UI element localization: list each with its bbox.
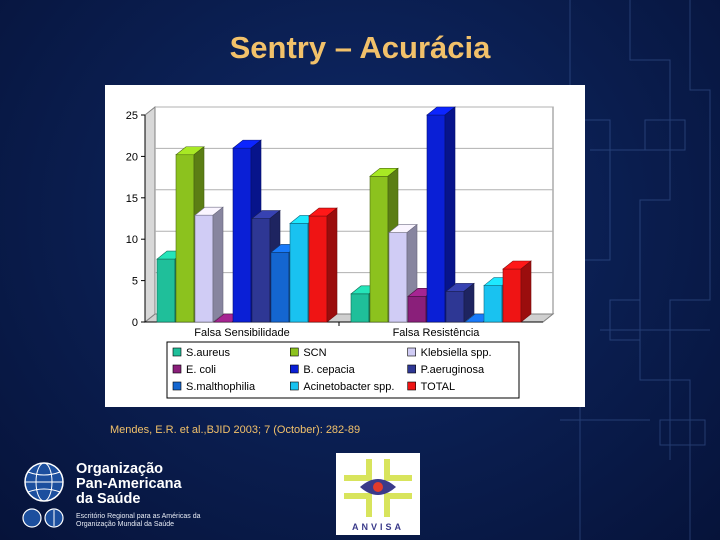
y-tick-label: 10 xyxy=(126,234,138,246)
opas-subtitle: Escritório Regional para as Américas da … xyxy=(76,513,201,528)
bar xyxy=(445,291,465,323)
opas-text: Organização Pan-Americana da Saúde Escri… xyxy=(76,462,201,529)
slide-title: Sentry – Acurácia xyxy=(229,30,491,65)
opas-logo: Organização Pan-Americana da Saúde Escri… xyxy=(22,460,212,530)
legend-label: P.aeruginosa xyxy=(421,364,485,376)
y-tick-label: 0 xyxy=(132,317,138,329)
legend-label: B. cepacia xyxy=(303,364,355,376)
y-tick-label: 25 xyxy=(126,110,138,122)
x-tick-label: Falsa Resistência xyxy=(393,327,481,339)
globe-icon xyxy=(22,462,64,528)
legend-swatch xyxy=(407,347,416,357)
bar-side xyxy=(326,207,338,323)
citation: Mendes, E.R. et al.,BJID 2003; 7 (Octobe… xyxy=(110,424,361,436)
bar xyxy=(483,285,503,323)
legend-swatch xyxy=(407,364,416,374)
plot-left-wall xyxy=(144,105,156,324)
legend-label: E. coli xyxy=(186,364,216,376)
y-tick-label: 20 xyxy=(126,151,138,163)
bar xyxy=(289,223,309,323)
bar xyxy=(407,296,427,323)
bar xyxy=(426,114,446,323)
legend-label: TOTAL xyxy=(421,381,455,393)
x-tick-label: Falsa Sensibilidade xyxy=(194,327,289,339)
y-tick-label: 5 xyxy=(132,276,138,288)
legend-label: S.malthophilia xyxy=(186,381,256,393)
legend-swatch xyxy=(172,347,182,357)
legend-label: Klebsiella spp. xyxy=(421,347,492,359)
legend-label: Acinetobacter spp. xyxy=(303,381,394,393)
legend-box xyxy=(166,341,520,399)
bar xyxy=(369,175,389,323)
bar xyxy=(232,147,252,323)
bar-side xyxy=(520,260,532,323)
chart-panel: 0 5 10 15 20 25 Falsa Sensibilidade Falsa Resis… xyxy=(105,85,585,407)
bar xyxy=(308,215,328,323)
opas-name: Organização Pan-Americana da Saúde xyxy=(76,461,182,507)
legend-label: S.aureus xyxy=(186,347,231,359)
bar xyxy=(251,218,271,323)
bar-side xyxy=(212,206,224,323)
legend-label: SCN xyxy=(303,347,326,359)
bar xyxy=(388,232,408,323)
y-tick-label: 15 xyxy=(126,193,138,205)
legend-swatch xyxy=(407,381,416,391)
bar xyxy=(194,214,214,323)
legend-swatch xyxy=(290,364,299,374)
bar xyxy=(270,252,290,323)
bar-chart: 0 5 10 15 20 25 Falsa Sensibilidade Falsa Resis… xyxy=(126,105,555,399)
legend-swatch xyxy=(290,347,299,357)
legend-swatch xyxy=(172,381,182,391)
bar-side xyxy=(463,282,475,323)
anvisa-logo: ANVISA xyxy=(336,453,420,535)
anvisa-wordmark: ANVISA xyxy=(351,522,404,532)
legend-swatch xyxy=(172,364,182,374)
bar xyxy=(502,268,522,323)
anvisa-emblem-icon xyxy=(344,459,412,517)
legend-swatch xyxy=(290,381,299,391)
bar xyxy=(156,258,176,323)
bar xyxy=(175,154,195,323)
bar xyxy=(350,293,370,323)
